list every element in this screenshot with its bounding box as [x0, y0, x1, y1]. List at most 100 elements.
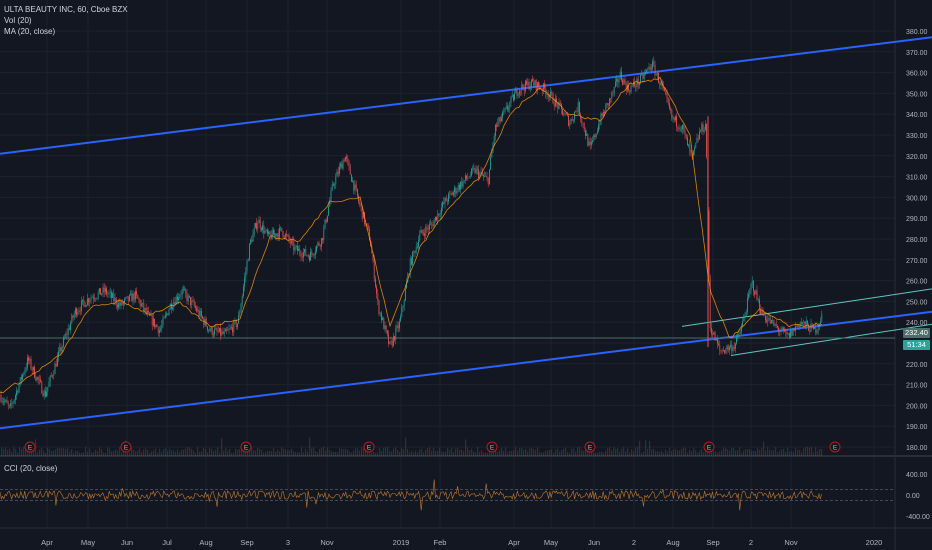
volume-bar: [819, 448, 821, 456]
candle-body: [610, 98, 611, 100]
candle-body: [226, 329, 227, 331]
volume-bar: [77, 451, 79, 456]
candle-body: [377, 293, 379, 301]
volume-bar: [557, 448, 559, 456]
candle-body: [137, 294, 139, 299]
candle-body: [298, 248, 299, 252]
candle-body: [600, 113, 602, 125]
candle-body: [246, 261, 248, 272]
candle-body: [640, 75, 641, 83]
candle-body: [457, 185, 459, 191]
candle-body: [783, 327, 784, 330]
candle-body: [631, 85, 633, 86]
time-axis[interactable]: Apr May Jun Jul Aug Sep 3 Nov 2019 Feb Apr May Jun 2 A…: [41, 538, 882, 547]
candle-body: [331, 184, 333, 191]
volume-legend[interactable]: Vol (20): [4, 16, 32, 25]
volume-bar: [817, 451, 819, 456]
candle-body: [383, 317, 385, 330]
candle-body: [491, 151, 493, 158]
volume-bar: [31, 450, 33, 456]
volume-bar: [17, 452, 19, 456]
candle-body: [108, 293, 110, 294]
candle-body: [30, 358, 32, 369]
candle-body: [655, 74, 657, 76]
candle-body: [738, 333, 740, 335]
candle-body: [702, 124, 704, 132]
volume-bar: [81, 452, 83, 456]
candle-body: [202, 316, 203, 319]
volume-bar: [23, 447, 25, 456]
candle-body: [660, 81, 662, 86]
volume-bar: [641, 452, 643, 456]
volume-bar: [801, 452, 803, 456]
candle-body: [330, 190, 332, 201]
candle-body: [780, 331, 782, 332]
candle-body: [73, 313, 75, 318]
candle-body: [231, 327, 232, 328]
volume-bar: [759, 449, 761, 456]
volume-bar: [649, 441, 651, 456]
candle-body: [174, 301, 176, 305]
cci-legend[interactable]: CCI (20, close): [4, 464, 58, 473]
volume-bar: [87, 451, 89, 456]
candle-body: [651, 68, 652, 70]
volume-bar: [613, 447, 615, 456]
candle-body: [322, 238, 323, 241]
volume-bar: [329, 450, 331, 456]
ma-legend[interactable]: MA (20, close): [4, 27, 56, 36]
volume-bar: [685, 448, 687, 456]
candle-body: [267, 229, 268, 234]
candle-body: [613, 86, 615, 93]
candle-body: [528, 81, 530, 90]
candle-body: [324, 219, 326, 229]
candle-body: [437, 213, 439, 221]
candle-body: [295, 245, 297, 248]
volume-bar: [807, 447, 809, 456]
candle-body: [576, 111, 578, 112]
volume-bar: [709, 449, 711, 456]
candle-body: [484, 176, 485, 177]
candle-body: [275, 233, 277, 237]
volume-bar: [183, 449, 185, 456]
candle-body: [252, 233, 254, 242]
candle-body: [95, 298, 97, 300]
volume-bar: [359, 450, 361, 456]
volume-bar: [513, 450, 515, 456]
candle-body: [786, 331, 788, 335]
volume-bar: [563, 448, 565, 456]
volume-bar: [69, 451, 71, 456]
volume-bar: [739, 447, 741, 456]
time-tick-label: May: [81, 538, 95, 547]
volume-bar: [71, 449, 73, 456]
candle-body: [545, 88, 547, 95]
candle-body: [460, 181, 461, 190]
volume-bar: [147, 449, 149, 456]
candle-body: [537, 82, 538, 91]
candle-body: [574, 111, 575, 120]
candle-body: [481, 171, 483, 176]
price-axis[interactable]: 380.00 370.00 360.00 350.00 340.00 330.00 320.…: [906, 29, 928, 452]
trendline-drawings[interactable]: [0, 36, 932, 430]
volume-bar: [187, 447, 189, 456]
volume-bar: [423, 452, 425, 456]
candle-body: [217, 331, 219, 332]
volume-bar: [119, 447, 121, 456]
candle-body: [424, 233, 425, 236]
candle-body: [557, 102, 559, 109]
candle-body: [185, 289, 187, 294]
volume-bar: [497, 451, 499, 456]
candle-body: [77, 312, 79, 316]
candle-body: [71, 315, 73, 324]
candle-body: [570, 119, 572, 124]
candle-body: [256, 222, 257, 230]
volume-bar: [729, 450, 731, 456]
candle-body: [598, 124, 599, 132]
candle-body: [33, 366, 34, 371]
volume-bar: [57, 447, 59, 456]
volume-bar: [239, 449, 241, 456]
volume-bar: [401, 448, 403, 456]
candle-body: [595, 133, 597, 138]
volume-bar: [223, 450, 225, 456]
volume-bar: [793, 451, 795, 456]
